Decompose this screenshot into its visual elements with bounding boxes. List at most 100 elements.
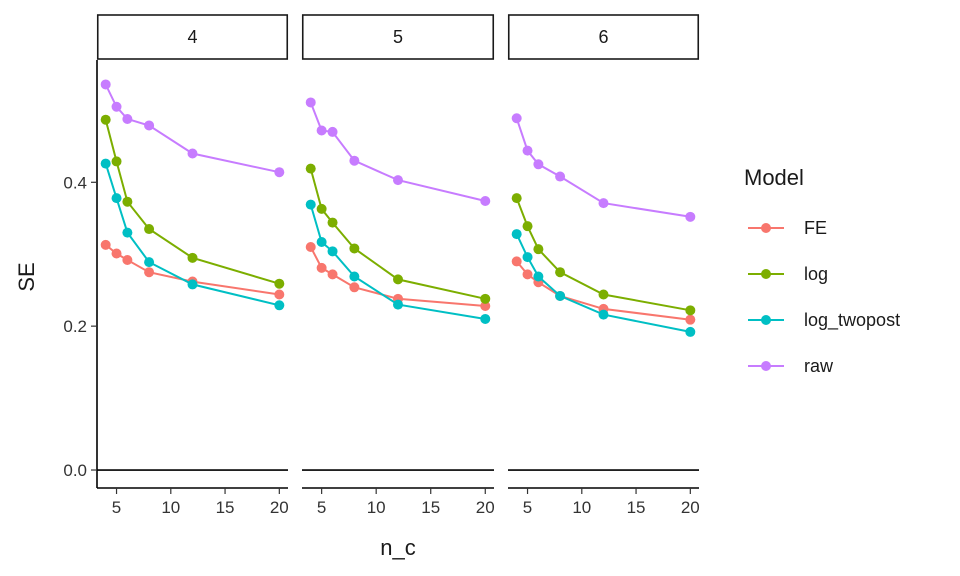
facet-strip	[507, 14, 700, 60]
data-point-raw	[316, 125, 327, 136]
data-point-raw	[349, 155, 360, 166]
x-tick-label: 15	[216, 498, 235, 517]
data-point-log_twopost	[305, 199, 316, 210]
legend-entry-log: log	[748, 264, 828, 284]
data-point-FE	[480, 301, 491, 312]
facet-strip	[96, 14, 289, 60]
facet-panels: 4 5 10 15 20 5 5 10 15 20 6 5 10 15 20	[96, 14, 700, 517]
data-point-FE	[305, 242, 316, 253]
facet-panel-4: 4 5 10 15 20	[96, 14, 289, 517]
y-axis-title: SE	[14, 262, 39, 291]
data-point-log	[349, 243, 360, 254]
data-point-log	[144, 224, 155, 235]
data-point-raw	[100, 79, 111, 90]
data-point-log_twopost	[533, 271, 544, 282]
series-line-log	[309, 168, 486, 300]
data-point-log_twopost	[480, 313, 491, 324]
data-point-log	[274, 278, 285, 289]
data-point-log_twopost	[522, 252, 533, 263]
legend-key-point	[761, 269, 771, 279]
data-point-raw	[533, 159, 544, 170]
facet-strip-label: 6	[598, 27, 608, 47]
x-tick-label: 20	[476, 498, 495, 517]
data-point-FE	[522, 269, 533, 280]
data-point-log_twopost	[349, 271, 360, 282]
series-line-raw	[309, 102, 486, 202]
data-point-FE	[327, 269, 338, 280]
x-axis-title: n_c	[380, 535, 415, 560]
data-point-log	[555, 267, 566, 278]
data-point-log_twopost	[274, 300, 285, 311]
data-point-log_twopost	[511, 229, 522, 240]
data-point-raw	[187, 148, 198, 159]
data-point-log_twopost	[100, 158, 111, 169]
data-point-raw	[274, 167, 285, 178]
data-point-FE	[316, 262, 327, 273]
y-axis: 0.0 0.2 0.4	[63, 60, 98, 488]
facet-panel-6: 6 5 10 15 20	[507, 14, 700, 517]
series-line-log_twopost	[309, 204, 486, 320]
data-point-raw	[555, 171, 566, 182]
x-tick-label: 10	[161, 498, 180, 517]
series-line-raw	[104, 84, 280, 174]
x-tick-label: 5	[112, 498, 121, 517]
x-tick-label: 10	[572, 498, 591, 517]
legend-key-point	[761, 361, 771, 371]
legend-label: log	[804, 264, 828, 284]
facet-strip	[301, 14, 495, 60]
facet-strip-label: 4	[187, 27, 197, 47]
x-tick-label: 15	[421, 498, 440, 517]
data-point-log_twopost	[187, 279, 198, 290]
data-point-raw	[111, 101, 122, 112]
data-point-log_twopost	[144, 257, 155, 268]
x-tick-label: 10	[367, 498, 386, 517]
data-point-log_twopost	[555, 290, 566, 301]
data-point-raw	[393, 175, 403, 186]
x-tick-label: 15	[627, 498, 646, 517]
data-point-log	[327, 217, 338, 228]
data-point-raw	[305, 97, 316, 108]
legend-label: raw	[804, 356, 834, 376]
data-point-FE	[349, 282, 360, 293]
data-point-log	[511, 193, 522, 204]
legend-entry-raw: raw	[748, 356, 834, 376]
data-point-raw	[511, 113, 522, 124]
data-point-log_twopost	[598, 309, 609, 320]
legend-entry-FE: FE	[748, 218, 827, 238]
data-point-log	[316, 203, 327, 214]
series-line-raw	[515, 117, 691, 218]
data-point-log_twopost	[316, 236, 327, 247]
data-point-raw	[598, 198, 609, 209]
data-point-log	[393, 274, 403, 285]
data-point-log	[533, 244, 544, 255]
facet-panel-5: 5 5 10 15 20	[301, 14, 495, 517]
data-point-log	[685, 305, 696, 316]
data-point-raw	[327, 126, 338, 137]
legend-label: log_twopost	[804, 310, 900, 331]
data-point-log_twopost	[685, 326, 696, 337]
x-tick-label: 20	[681, 498, 700, 517]
data-point-raw	[685, 211, 696, 222]
data-point-log_twopost	[327, 246, 338, 257]
facet-strip-label: 5	[393, 27, 403, 47]
data-point-log	[522, 221, 533, 232]
series-line-log_twopost	[104, 163, 280, 307]
data-point-FE	[100, 239, 111, 250]
y-tick-label: 0.0	[63, 461, 87, 480]
data-point-log	[122, 196, 133, 207]
y-tick-label: 0.2	[63, 317, 87, 336]
y-tick-label: 0.4	[63, 173, 87, 192]
data-point-log	[598, 289, 609, 300]
data-point-FE	[144, 267, 155, 278]
data-point-log	[187, 252, 198, 263]
legend-title: Model	[744, 165, 804, 190]
data-point-log	[111, 156, 122, 167]
data-point-log	[100, 114, 111, 125]
data-point-raw	[480, 195, 491, 206]
data-point-raw	[144, 120, 155, 131]
data-point-FE	[122, 254, 133, 265]
data-point-FE	[111, 248, 122, 259]
